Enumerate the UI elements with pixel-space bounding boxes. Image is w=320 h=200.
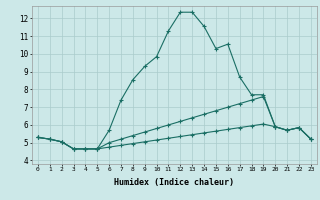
X-axis label: Humidex (Indice chaleur): Humidex (Indice chaleur) (115, 178, 234, 187)
